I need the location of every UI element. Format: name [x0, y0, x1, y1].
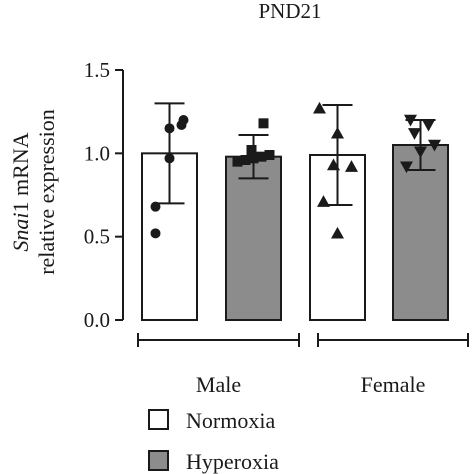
- data-point-square: [246, 145, 257, 155]
- bar-group-male-hyperoxia: [225, 118, 282, 321]
- y-axis-label-rest: 1 mRNA: [8, 132, 33, 212]
- data-point-square: [264, 150, 275, 160]
- data-point-triangle-down: [422, 119, 435, 132]
- svg-text:Snai1 mRNA: Snai1 mRNA: [8, 132, 33, 251]
- y-tick-label: 0.5: [84, 225, 110, 249]
- data-point-square: [240, 155, 251, 165]
- x-group-female: Female: [317, 333, 469, 397]
- data-point-triangle-up: [327, 158, 340, 171]
- y-axis-label-line2: relative expression: [34, 109, 59, 275]
- legend-label-normoxia: Normoxia: [186, 408, 275, 433]
- data-point-circle: [164, 123, 175, 134]
- y-axis: 0.0 0.5 1.0 1.5: [84, 58, 124, 332]
- data-point-circle: [150, 201, 161, 212]
- legend-label-hyperoxia: Hyperoxia: [186, 449, 279, 474]
- legend-item-hyperoxia: Hyperoxia: [148, 449, 279, 474]
- y-axis-label: Snai1 mRNA relative expression: [8, 109, 59, 275]
- bar-group-male-normoxia: [141, 102, 198, 321]
- data-point-circle: [150, 228, 161, 239]
- data-point-triangle-down: [404, 114, 417, 127]
- data-point-square: [256, 151, 267, 162]
- bar-group-female-normoxia: [309, 101, 366, 321]
- data-point-triangle-down: [400, 161, 413, 174]
- x-group-label: Male: [196, 372, 241, 397]
- y-axis-label-italic: Snai: [8, 212, 33, 251]
- y-tick-label: 1.5: [84, 58, 110, 82]
- bars: [141, 101, 449, 321]
- x-axis-groups: Male Female: [137, 333, 469, 397]
- x-group-male: Male: [137, 333, 300, 397]
- data-point-triangle-down: [408, 128, 421, 140]
- chart-title: PND21: [258, 0, 321, 23]
- data-point-circle: [164, 153, 175, 164]
- data-point-triangle-up: [317, 195, 330, 207]
- data-point-square: [258, 118, 269, 129]
- bar: [225, 155, 282, 321]
- x-group-label: Female: [361, 372, 426, 397]
- legend: Normoxia Hyperoxia: [148, 408, 279, 474]
- data-point-triangle-down: [414, 146, 427, 159]
- bar-group-female-hyperoxia: [392, 114, 449, 321]
- legend-item-normoxia: Normoxia: [148, 408, 275, 433]
- data-point-triangle-down: [428, 139, 441, 152]
- legend-swatch-normoxia: [148, 409, 169, 430]
- y-tick-label: 1.0: [84, 141, 110, 165]
- data-point-triangle-up: [331, 226, 344, 239]
- data-point-circle: [178, 115, 189, 125]
- data-point-triangle-up: [345, 160, 358, 172]
- bar: [392, 144, 449, 321]
- y-tick-label: 0.0: [84, 308, 110, 332]
- data-point-triangle-up: [331, 126, 344, 139]
- data-point-square: [248, 153, 259, 164]
- data-point-square: [232, 156, 243, 167]
- legend-swatch-hyperoxia: [148, 450, 169, 471]
- data-point-triangle-up: [313, 101, 326, 114]
